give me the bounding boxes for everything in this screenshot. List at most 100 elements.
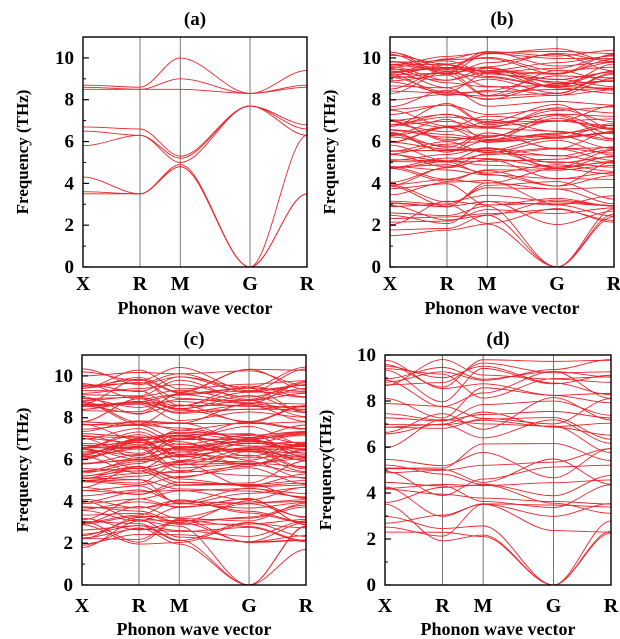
band-line	[385, 371, 611, 408]
panel-title: (d)	[486, 329, 509, 350]
band-line	[390, 159, 614, 175]
band-line	[82, 454, 306, 473]
band-line	[390, 148, 614, 169]
band-line	[385, 464, 611, 497]
band-line	[82, 433, 306, 461]
band-line	[390, 144, 614, 162]
y-tick-label: 0	[65, 257, 75, 278]
band-line	[82, 527, 306, 543]
y-tick-label: 2	[367, 529, 377, 550]
band-line	[82, 448, 306, 472]
x-tick-label: R	[604, 595, 619, 617]
panel-title: (b)	[490, 9, 513, 30]
band-line	[390, 149, 614, 169]
band-line	[82, 449, 306, 472]
band-line	[82, 518, 306, 543]
band-line	[390, 73, 614, 97]
x-tick-label: R	[440, 273, 455, 295]
band-line	[82, 379, 306, 400]
band-line	[390, 115, 614, 140]
band-line	[385, 368, 611, 399]
x-tick-label: R	[435, 595, 450, 617]
y-tick-label: 8	[367, 391, 377, 412]
band-line	[82, 489, 306, 504]
y-tick-label: 2	[65, 215, 75, 236]
x-tick-label: R	[607, 273, 620, 295]
band-line	[82, 460, 306, 486]
x-tick-label: R	[133, 273, 148, 295]
band-line	[390, 106, 614, 128]
y-tick-label: 6	[367, 437, 377, 458]
band-line	[82, 384, 306, 398]
band-line	[82, 485, 306, 503]
band-line	[82, 519, 306, 543]
y-tick-label: 10	[54, 366, 73, 387]
band-line	[385, 359, 611, 383]
band-line	[82, 446, 306, 473]
x-tick-label: M	[474, 595, 493, 617]
band-line	[390, 73, 614, 93]
band-line	[385, 410, 611, 421]
plot-frame	[384, 354, 612, 586]
band-line	[390, 70, 614, 94]
band-line	[390, 104, 614, 123]
band-line	[385, 503, 611, 585]
y-tick-label: 0	[367, 575, 377, 596]
band-line	[83, 105, 307, 159]
band-line	[390, 153, 614, 168]
band-line	[82, 448, 306, 464]
band-line	[82, 500, 306, 522]
band-line	[385, 503, 611, 537]
band-line	[82, 448, 306, 474]
x-tick-label: M	[478, 273, 497, 295]
y-tick-label: 0	[64, 575, 74, 596]
x-tick-label: G	[546, 595, 562, 617]
band-line	[82, 404, 306, 423]
band-line	[82, 433, 306, 454]
x-axis-label: Phonon wave vector	[421, 619, 576, 639]
band-line	[83, 105, 307, 157]
band-line	[385, 367, 611, 403]
y-tick-label: 4	[367, 483, 377, 504]
band-line	[82, 498, 306, 523]
y-tick-label: 10	[55, 48, 74, 69]
band-line	[385, 397, 611, 433]
band-line	[82, 431, 306, 449]
x-tick-label: R	[132, 595, 147, 617]
band-line	[82, 369, 306, 390]
band-line	[82, 424, 306, 447]
x-tick-label: M	[171, 273, 190, 295]
band-line	[390, 49, 614, 69]
plot-frame	[82, 36, 308, 268]
band-line	[82, 403, 306, 422]
band-line	[390, 74, 614, 96]
band-line	[82, 439, 306, 459]
band-line	[82, 533, 306, 545]
y-tick-label: 8	[64, 408, 74, 429]
band-line	[390, 184, 614, 207]
band-line	[390, 180, 614, 206]
band-line	[82, 390, 306, 412]
band-line	[82, 523, 306, 545]
band-line	[82, 387, 306, 402]
band-line	[385, 417, 611, 440]
band-line	[390, 118, 614, 138]
band-line	[82, 503, 306, 525]
y-axis-label: Frequency (THz)	[13, 408, 32, 533]
band-line	[385, 448, 611, 474]
band-line	[390, 207, 614, 223]
band-line	[82, 460, 306, 480]
y-tick-label: 10	[357, 345, 376, 366]
bands	[390, 48, 614, 267]
band-line	[385, 530, 611, 585]
band-line	[82, 502, 306, 524]
band-line	[83, 105, 307, 163]
band-line	[385, 419, 611, 453]
band-line	[83, 166, 307, 267]
band-line	[82, 521, 306, 585]
band-line	[390, 164, 614, 182]
band-line	[385, 398, 611, 425]
band-line	[390, 120, 614, 133]
band-line	[385, 448, 611, 479]
band-line	[385, 484, 611, 514]
